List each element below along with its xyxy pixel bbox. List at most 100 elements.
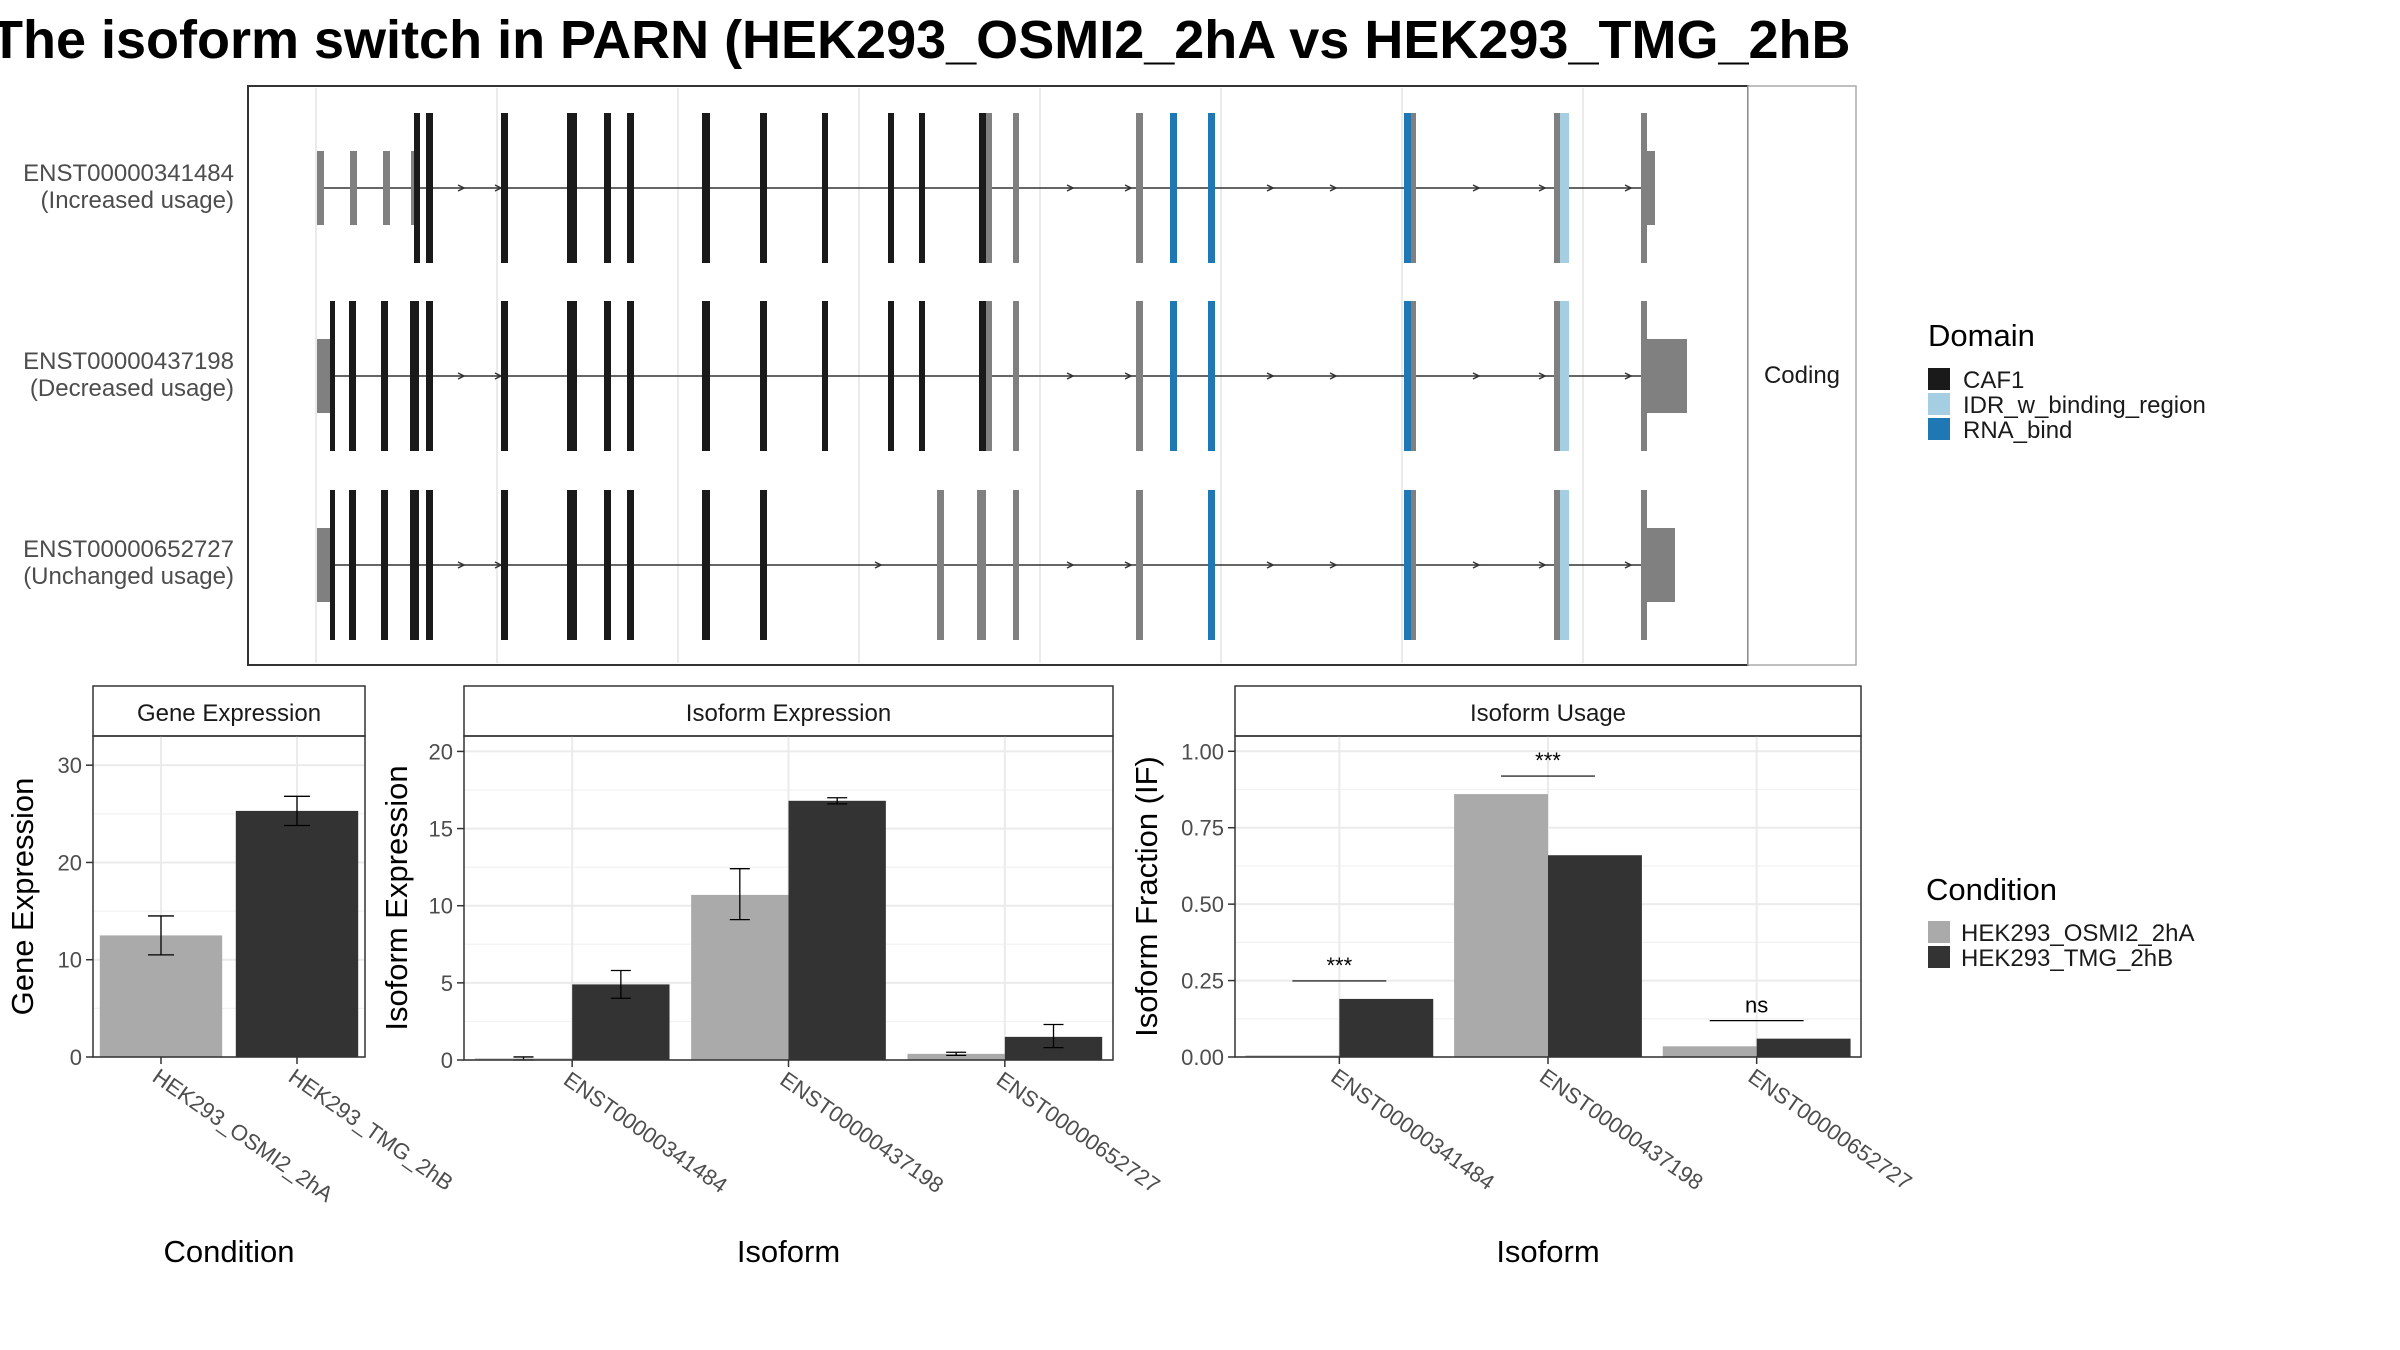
strand-arrow-icon (1538, 561, 1547, 569)
strand-arrow-icon (1266, 184, 1275, 192)
exon-domain-rna_bind (1208, 301, 1215, 451)
exon-utr (317, 528, 333, 602)
x-tick-label: ENST00000341484 (1326, 1064, 1499, 1195)
y-tick-label: 0 (70, 1045, 82, 1070)
legend-swatch-rna-bind (1928, 418, 1950, 440)
bar-hek293_osmi2_2ha-enst00000652727 (1662, 1046, 1757, 1057)
strand-arrow-icon (1266, 561, 1275, 569)
x-axis-title: Condition (164, 1234, 295, 1269)
exon-domain-caf1 (627, 490, 634, 640)
exon-domain-caf1 (567, 490, 577, 640)
exon-domain-caf1 (501, 490, 508, 640)
strand-arrow-icon (1329, 372, 1338, 380)
strand-arrow-icon (1329, 561, 1338, 569)
strand-arrow-icon (1472, 184, 1481, 192)
exon-utr (1013, 490, 1019, 640)
strand-arrow-icon (1066, 561, 1075, 569)
transcript-strip-label: Coding (1764, 362, 1840, 389)
bar-hek293_osmi2_2ha-enst00000437198 (691, 894, 789, 1060)
exon-utr (986, 113, 992, 263)
bar-hek293_osmi2_2ha-enst00000437198 (1454, 794, 1548, 1057)
significance-label: *** (1535, 748, 1561, 773)
exon-domain-caf1 (426, 113, 433, 263)
y-tick-label: 20 (58, 850, 82, 875)
strand-arrow-icon (1538, 184, 1547, 192)
exon-utr (317, 151, 324, 225)
bar-hek293_tmg_2hb (235, 810, 359, 1057)
exon-utr (1647, 151, 1655, 225)
exon-utr (1641, 490, 1647, 640)
error-bar (148, 915, 174, 956)
exon-utr (1411, 490, 1416, 640)
panel-isoform-usage: Isoform Usage 0.00 0.25 0.50 0.75 1.00 *** *** n… (1129, 685, 1916, 1269)
exon-domain-caf1 (426, 301, 433, 451)
bar-chart-panels: Gene Expression0102030HEK293_OSMI2_2hAHE… (5, 685, 1916, 1269)
exon-domain-caf1 (979, 113, 987, 263)
exon-domain-caf1 (919, 301, 925, 451)
exon-utr (1647, 339, 1687, 413)
exon-utr (1641, 113, 1647, 263)
strand-arrow-icon (1124, 561, 1133, 569)
exon-domain-rna_bind (1404, 301, 1414, 451)
x-tick-label: ENST00000437198 (776, 1067, 949, 1198)
strand-arrow-icon (1624, 184, 1633, 192)
exon-domain-rna_bind (1404, 113, 1414, 263)
exon-domain-caf1 (501, 301, 508, 451)
legend-label-cond-b: HEK293_TMG_2hB (1961, 945, 2173, 972)
exon-domain-caf1 (822, 113, 828, 263)
domain-legend-title: Domain (1928, 318, 2035, 353)
exon-domain-idr_w_binding_region (1560, 113, 1569, 263)
bar-hek293_tmg_2hb-enst00000652727 (1004, 1036, 1103, 1060)
exon-utr (1411, 301, 1416, 451)
exon-domain-idr_w_binding_region (1560, 301, 1569, 451)
exon-domain-caf1 (888, 113, 894, 263)
plot-border (92, 735, 366, 1058)
strand-arrow-icon (1329, 184, 1338, 192)
exon-domain-caf1 (501, 113, 508, 263)
transcript-label-3-usage: (Unchanged usage) (23, 563, 234, 590)
strand-arrow-icon (1472, 372, 1481, 380)
exon-domain-caf1 (702, 490, 710, 640)
bar-hek293_tmg_2hb-enst00000341484 (1339, 998, 1434, 1057)
y-tick-label: 30 (58, 753, 82, 778)
strand-arrow-icon (1624, 372, 1633, 380)
transcript-row-1 (317, 113, 1655, 263)
exon-domain-caf1 (381, 301, 388, 451)
y-tick-label: 20 (429, 739, 453, 764)
y-tick-label: 5 (441, 971, 453, 996)
exon-domain-caf1 (604, 113, 611, 263)
strand-arrow-icon (1124, 184, 1133, 192)
strand-arrow-icon (457, 372, 466, 380)
exon-domain-caf1 (627, 113, 634, 263)
error-bar (827, 797, 848, 805)
exon-domain-caf1 (414, 113, 420, 263)
exon-domain-rna_bind (1404, 490, 1414, 640)
error-bar (946, 1051, 967, 1057)
y-axis-title: Gene Expression (5, 778, 40, 1016)
y-tick-label: 0.50 (1181, 892, 1224, 917)
legend-swatch-caf1 (1928, 368, 1950, 390)
panel-strip (463, 685, 1114, 737)
exon-utr (317, 339, 333, 413)
exon-utr (1554, 113, 1560, 263)
bar-hek293_osmi2_2ha (99, 935, 223, 1057)
legend-label-caf1: CAF1 (1963, 367, 2024, 394)
exon-utr (1013, 113, 1019, 263)
y-axis-title: Isoform Expression (379, 765, 414, 1030)
exon-domain-caf1 (426, 490, 433, 640)
exon-domain-caf1 (822, 301, 828, 451)
exon-utr (986, 301, 992, 451)
exon-domain-caf1 (919, 113, 925, 263)
exon-utr (383, 151, 390, 225)
exon-domain-caf1 (702, 301, 710, 451)
exon-domain-caf1 (627, 301, 634, 451)
bar-hek293_tmg_2hb-enst00000437198 (788, 800, 886, 1060)
exon-domain-rna_bind (1170, 301, 1177, 451)
panel-isoform-expression: Isoform Expression 0 5 10 15 20 ENST0000034148… (379, 685, 1165, 1269)
x-tick-label: ENST00000652727 (992, 1067, 1165, 1198)
exon-utr (350, 151, 357, 225)
significance-label: ns (1745, 993, 1768, 1018)
panel-strip-label: Isoform Expression (686, 700, 891, 727)
exon-utr (977, 490, 986, 640)
error-bar (1043, 1023, 1064, 1049)
